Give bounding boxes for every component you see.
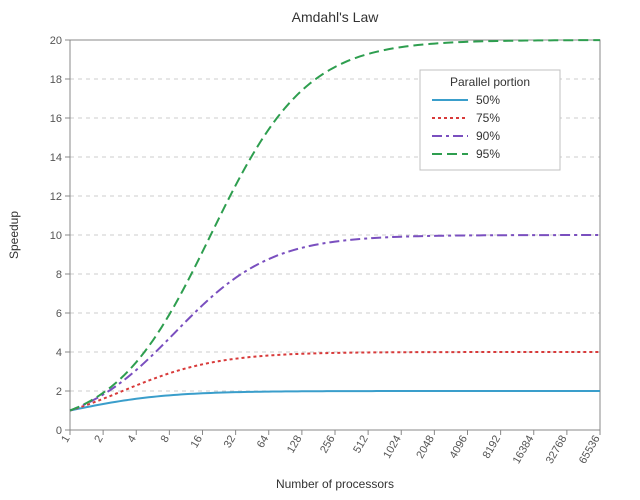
svg-text:4096: 4096 bbox=[447, 434, 470, 461]
legend-item: 90% bbox=[476, 129, 500, 143]
svg-text:2: 2 bbox=[92, 434, 105, 445]
legend-item: 95% bbox=[476, 147, 500, 161]
series-75% bbox=[70, 352, 600, 411]
svg-text:6: 6 bbox=[56, 308, 62, 320]
chart-svg: Amdahl's Law 124816326412825651210242048… bbox=[0, 0, 640, 500]
svg-text:16: 16 bbox=[189, 434, 206, 451]
svg-text:2: 2 bbox=[56, 386, 62, 398]
svg-text:256: 256 bbox=[318, 434, 338, 456]
svg-text:16: 16 bbox=[50, 113, 62, 125]
svg-text:8: 8 bbox=[56, 269, 62, 281]
svg-text:14: 14 bbox=[50, 152, 62, 164]
svg-text:18: 18 bbox=[50, 74, 62, 86]
svg-text:65536: 65536 bbox=[577, 434, 603, 466]
svg-text:12: 12 bbox=[50, 191, 62, 203]
svg-text:0: 0 bbox=[56, 425, 62, 437]
svg-text:2048: 2048 bbox=[414, 434, 437, 461]
svg-text:64: 64 bbox=[255, 434, 272, 451]
svg-text:4: 4 bbox=[125, 434, 138, 445]
series-90% bbox=[70, 235, 600, 410]
svg-text:8192: 8192 bbox=[481, 434, 504, 461]
legend-item: 50% bbox=[476, 93, 500, 107]
legend-item: 75% bbox=[476, 111, 500, 125]
chart-title: Amdahl's Law bbox=[292, 9, 380, 25]
svg-text:32768: 32768 bbox=[544, 434, 570, 466]
svg-text:20: 20 bbox=[50, 35, 62, 47]
svg-text:16384: 16384 bbox=[511, 434, 537, 466]
svg-text:128: 128 bbox=[285, 434, 305, 456]
svg-text:512: 512 bbox=[351, 434, 371, 456]
svg-text:10: 10 bbox=[50, 230, 62, 242]
y-ticks: 0 2 4 6 8 10 12 14 16 18 20 bbox=[50, 35, 70, 437]
x-ticks: 1248163264128256512102420484096819216384… bbox=[59, 430, 602, 466]
svg-text:8: 8 bbox=[159, 434, 172, 445]
y-axis-label: Speedup bbox=[7, 211, 21, 259]
legend: Parallel portion 50% 75% 90% 95% bbox=[420, 70, 560, 170]
legend-title: Parallel portion bbox=[450, 75, 530, 89]
svg-text:1024: 1024 bbox=[381, 434, 404, 461]
amdahl-chart: Amdahl's Law 124816326412825651210242048… bbox=[0, 0, 640, 500]
svg-text:4: 4 bbox=[56, 347, 62, 359]
svg-text:32: 32 bbox=[222, 434, 239, 451]
series-50% bbox=[70, 391, 600, 411]
x-axis-label: Number of processors bbox=[276, 477, 394, 491]
